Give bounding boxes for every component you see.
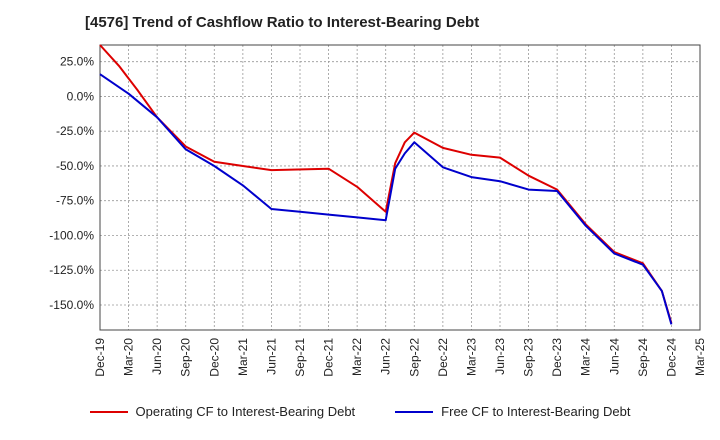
chart-title: [4576] Trend of Cashflow Ratio to Intere… bbox=[85, 14, 480, 31]
x-tick-label: Sep-20 bbox=[179, 338, 193, 377]
legend-item-operating: Operating CF to Interest-Bearing Debt bbox=[89, 404, 356, 419]
x-tick-label: Mar-22 bbox=[350, 338, 364, 376]
x-tick-label: Dec-23 bbox=[550, 338, 564, 377]
y-tick-label: 0.0% bbox=[67, 89, 95, 103]
series-line-0 bbox=[99, 44, 673, 324]
y-tick-label: -50.0% bbox=[56, 159, 94, 173]
x-tick-label: Sep-23 bbox=[522, 338, 536, 377]
legend-label-operating: Operating CF to Interest-Bearing Debt bbox=[135, 404, 356, 419]
legend: Operating CF to Interest-Bearing Debt Fr… bbox=[0, 404, 720, 419]
x-tick-label: Dec-19 bbox=[93, 338, 107, 377]
x-tick-label: Dec-21 bbox=[322, 338, 336, 377]
y-tick-label: -25.0% bbox=[56, 124, 94, 138]
plot-area bbox=[100, 45, 700, 330]
y-tick-label: -125.0% bbox=[49, 263, 94, 277]
legend-label-free: Free CF to Interest-Bearing Debt bbox=[441, 404, 631, 419]
x-tick-label: Dec-20 bbox=[207, 338, 221, 377]
x-tick-label: Sep-21 bbox=[293, 338, 307, 377]
y-tick-label: -150.0% bbox=[49, 298, 94, 312]
x-tick-label: Dec-22 bbox=[436, 338, 450, 377]
x-tick-label: Sep-24 bbox=[636, 338, 650, 377]
x-tick-label: Dec-24 bbox=[664, 338, 678, 377]
x-tick-label: Jun-23 bbox=[493, 338, 507, 375]
legend-swatch-free bbox=[395, 410, 434, 413]
x-tick-label: Jun-20 bbox=[150, 338, 164, 375]
x-tick-label: Jun-21 bbox=[264, 338, 278, 375]
series-line-1 bbox=[99, 73, 673, 325]
x-tick-label: Jun-22 bbox=[379, 338, 393, 375]
plot-frame bbox=[99, 44, 701, 331]
chart-svg: Dec-19 Mar-20 Jun-20 Sep-20 Dec-20 Mar-21 Jun-… bbox=[49, 44, 707, 377]
y-tick-label: -100.0% bbox=[49, 228, 94, 242]
x-tick-label: Mar-23 bbox=[464, 338, 478, 376]
legend-item-free: Free CF to Interest-Bearing Debt bbox=[395, 404, 630, 419]
y-tick-label: -75.0% bbox=[56, 194, 94, 208]
legend-swatch-operating bbox=[89, 410, 128, 413]
x-tick-label: Mar-25 bbox=[693, 338, 707, 376]
x-tick-label: Mar-21 bbox=[236, 338, 250, 376]
y-tick-label: 25.0% bbox=[60, 55, 94, 69]
x-tick-label: Jun-24 bbox=[607, 338, 621, 375]
x-tick-label: Mar-24 bbox=[579, 338, 593, 376]
x-tick-label: Mar-20 bbox=[122, 338, 136, 376]
x-tick-label: Sep-22 bbox=[407, 338, 421, 377]
